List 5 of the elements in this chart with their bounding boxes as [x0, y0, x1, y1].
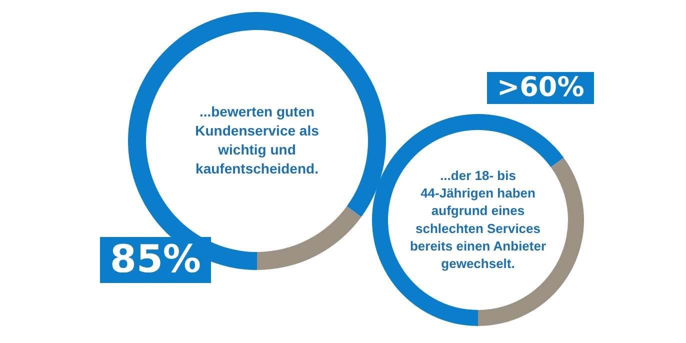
data-label: >60% [487, 72, 594, 104]
text: ...bewerten guten Kundenservice als wichtig und kaufentscheidend. [195, 104, 320, 176]
donut-slice [257, 206, 362, 270]
text: ...der 18- bis 44-Jährigen haben aufgrund eines schlechten Services bereits einen Anbieter gewechselt. [410, 168, 546, 271]
data-label: 85% [100, 237, 211, 283]
